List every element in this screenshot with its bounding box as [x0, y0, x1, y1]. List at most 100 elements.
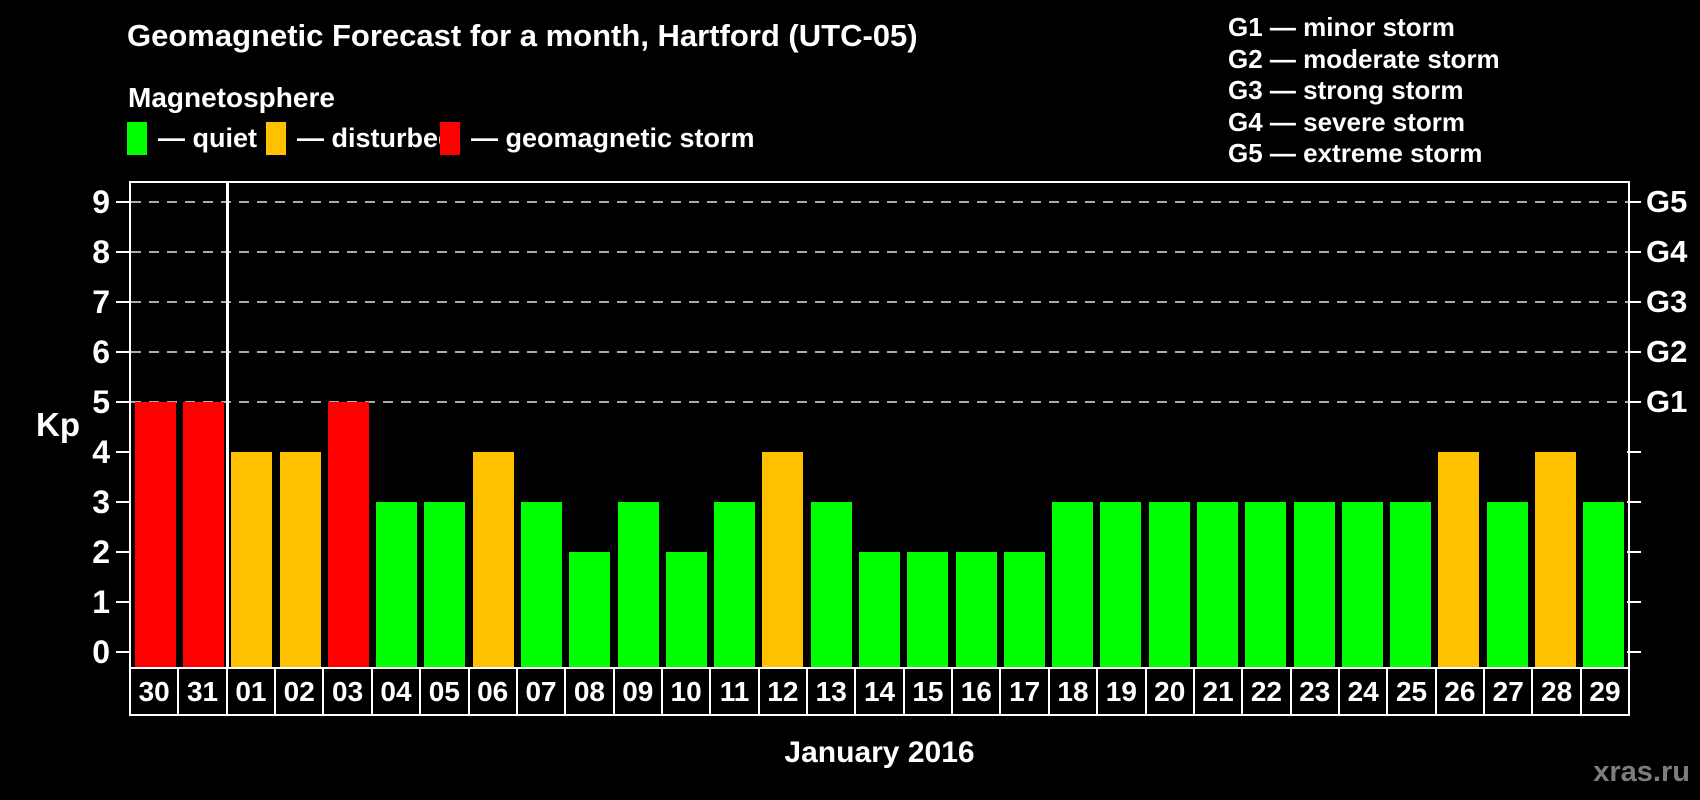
- kp-bar-day-10: [665, 552, 707, 667]
- day-label-09: 09: [612, 669, 661, 714]
- right-tick-kp2: [1627, 551, 1641, 553]
- kp-bar-day-14: [859, 552, 900, 667]
- day-label-13: 13: [806, 669, 854, 714]
- day-label-05: 05: [419, 669, 467, 714]
- gridline-kp7: [131, 301, 1628, 303]
- g2-legend-line: G2 — moderate storm: [1228, 43, 1500, 74]
- right-tick-kp1: [1627, 601, 1641, 603]
- kp-bar-day-03: [327, 402, 369, 667]
- day-label-16: 16: [951, 669, 999, 714]
- page-title: Geomagnetic Forecast for a month, Hartfo…: [127, 18, 918, 53]
- legend-item-disturbed: — disturbed: [266, 121, 455, 155]
- day-label-12: 12: [757, 669, 806, 714]
- left-tick-kp2: [116, 551, 130, 553]
- left-tick-kp9: [116, 201, 130, 203]
- legend-label-disturbed: — disturbed: [297, 122, 455, 153]
- right-tick-kp7: [1627, 301, 1641, 303]
- kp-bar-day-06: [472, 452, 514, 667]
- y-axis-label-8: 8: [92, 234, 110, 270]
- kp-bar-day-30: [134, 402, 176, 667]
- day-label-25: 25: [1386, 669, 1434, 714]
- gridline-kp5: [131, 401, 1628, 403]
- plot-frame: [129, 181, 1630, 667]
- g-scale-legend: G1 — minor storm G2 — moderate storm G3 …: [1228, 12, 1500, 170]
- day-label-06: 06: [467, 669, 516, 714]
- y-axis-label-0: 0: [92, 634, 110, 670]
- kp-bar-day-11: [714, 502, 756, 667]
- day-label-15: 15: [902, 669, 951, 714]
- legend-item-quiet: — quiet: [127, 121, 257, 155]
- kp-bar-day-16: [955, 552, 997, 667]
- day-axis-strip: 30 31 01 02 03 04 05 06 07 08 09 10 11 12 13 14 15 16 17 18…: [129, 667, 1630, 716]
- y-axis-label-1: 1: [92, 584, 110, 620]
- kp-bar-day-09: [617, 502, 659, 667]
- right-tick-kp9: [1627, 201, 1641, 203]
- day-label-01: 01: [225, 669, 274, 714]
- right-tick-kp3: [1627, 501, 1641, 503]
- left-tick-kp4: [116, 451, 130, 453]
- day-label-03: 03: [322, 669, 370, 714]
- left-tick-kp1: [116, 601, 130, 603]
- kp-bar-day-05: [424, 502, 466, 667]
- kp-bar-day-08: [569, 552, 611, 667]
- right-tick-kp6: [1627, 351, 1641, 353]
- kp-bar-day-26: [1438, 452, 1480, 667]
- legend-item-storm: — geomagnetic storm: [440, 121, 755, 155]
- quiet-color-swatch: [127, 121, 147, 155]
- right-tick-kp4: [1627, 451, 1641, 453]
- right-tick-kp8: [1627, 251, 1641, 253]
- g-scale-label-g1: G1: [1646, 384, 1688, 419]
- watermark: xras.ru: [1593, 756, 1690, 788]
- left-tick-kp8: [116, 251, 130, 253]
- kp-bar-day-07: [520, 502, 562, 667]
- day-label-21: 21: [1192, 669, 1241, 714]
- day-label-17: 17: [999, 669, 1047, 714]
- kp-bar-day-24: [1341, 502, 1383, 667]
- g1-legend-line: G1 — minor storm: [1228, 12, 1455, 42]
- left-tick-kp5: [116, 401, 130, 403]
- kp-bar-day-18: [1052, 502, 1094, 667]
- day-label-10: 10: [660, 669, 709, 714]
- day-label-07: 07: [515, 669, 564, 714]
- kp-bar-day-27: [1486, 502, 1528, 667]
- left-tick-kp7: [116, 301, 130, 303]
- g-scale-label-g5: G5: [1646, 184, 1688, 219]
- y-axis-label-5: 5: [92, 384, 110, 420]
- magnetosphere-subtitle: Magnetosphere: [128, 82, 335, 113]
- kp-bar-day-15: [907, 552, 949, 667]
- kp-bar-day-19: [1100, 502, 1142, 667]
- disturbed-color-swatch: [266, 121, 286, 155]
- day-label-20: 20: [1144, 669, 1193, 714]
- g-scale-label-g3: G3: [1646, 284, 1688, 319]
- kp-bar-day-04: [376, 502, 418, 667]
- g-scale-label-g4: G4: [1646, 234, 1688, 269]
- month-separator-line: [226, 183, 229, 667]
- g5-legend-line: G5 — extreme storm: [1228, 138, 1483, 169]
- gridline-kp9: [131, 201, 1628, 203]
- right-tick-kp5: [1627, 401, 1641, 403]
- kp-bar-day-21: [1197, 502, 1239, 667]
- kp-bar-day-28: [1535, 452, 1577, 667]
- day-label-29: 29: [1579, 669, 1628, 714]
- kp-bar-day-02: [279, 452, 321, 667]
- day-label-19: 19: [1096, 669, 1144, 714]
- day-label-02: 02: [274, 669, 322, 714]
- day-label-23: 23: [1289, 669, 1338, 714]
- kp-bar-day-22: [1245, 502, 1287, 667]
- y-axis-label-2: 2: [92, 534, 110, 570]
- gridline-kp6: [131, 351, 1628, 353]
- g-scale-label-g2: G2: [1646, 334, 1688, 369]
- kp-bar-day-17: [1003, 552, 1045, 667]
- x-axis-title-month: January 2016: [784, 736, 975, 769]
- kp-bar-day-20: [1148, 502, 1190, 667]
- day-label-31: 31: [177, 669, 225, 714]
- day-label-04: 04: [370, 669, 419, 714]
- storm-color-swatch: [440, 121, 460, 155]
- day-label-18: 18: [1047, 669, 1096, 714]
- day-label-28: 28: [1531, 669, 1579, 714]
- day-label-22: 22: [1241, 669, 1289, 714]
- day-label-30: 30: [138, 676, 170, 707]
- kp-bar-day-31: [182, 402, 224, 667]
- day-label-14: 14: [854, 669, 902, 714]
